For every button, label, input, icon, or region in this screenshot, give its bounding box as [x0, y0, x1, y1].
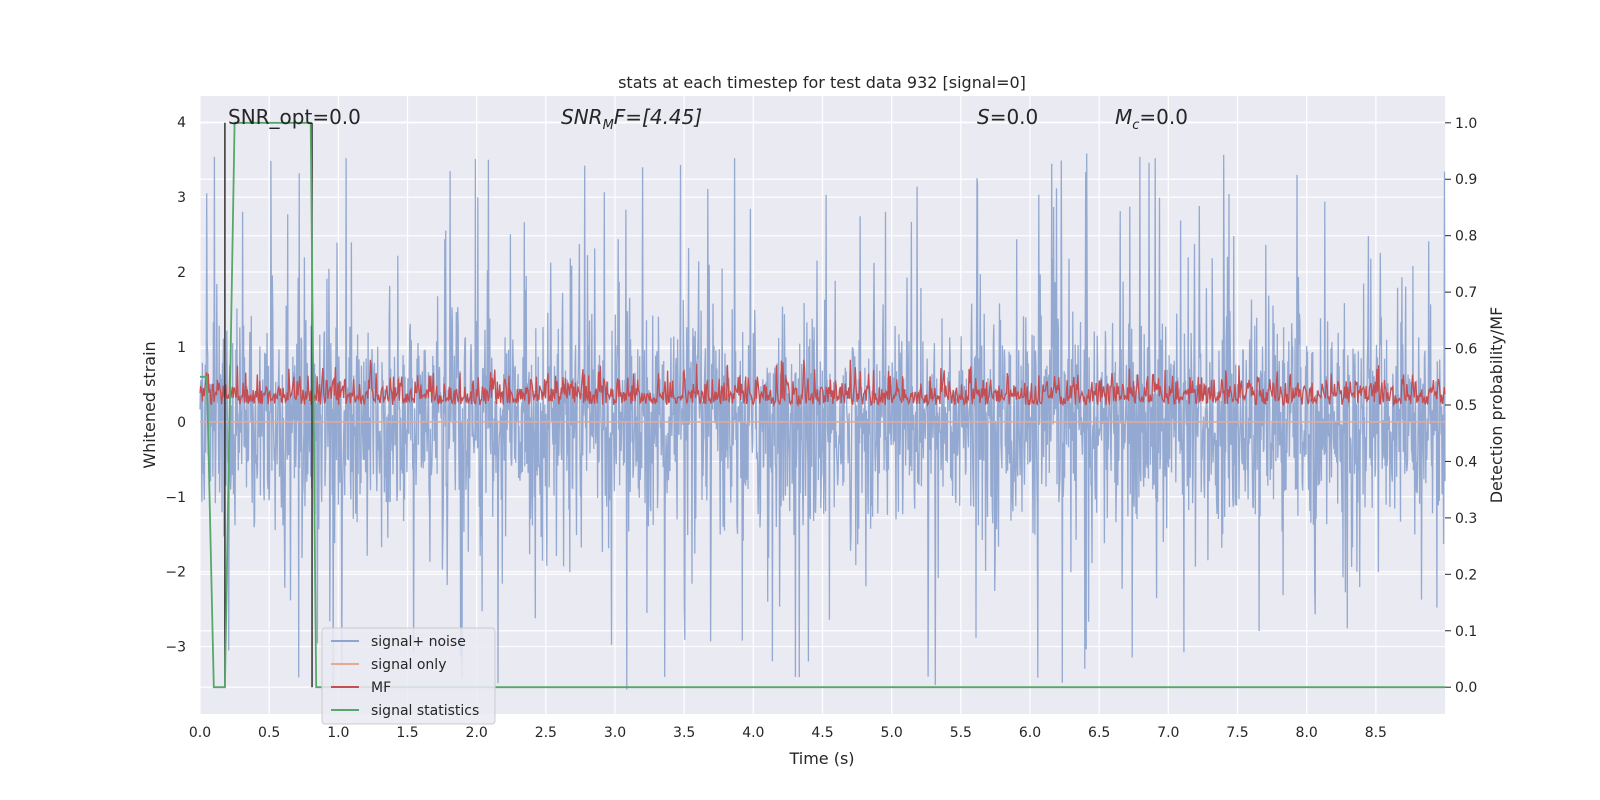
x-tick-label: 5.0 [881, 725, 903, 741]
y-tick-label-left: 0 [177, 415, 186, 431]
x-tick-label: 0.0 [189, 725, 211, 741]
snr-mf-annotation: SNRMF=[4.45] [561, 105, 702, 133]
mc-sub: c [1132, 118, 1139, 133]
x-tick-label: 6.0 [1019, 725, 1041, 741]
signal-plus-noise-series [199, 153, 1446, 690]
legend-label-signal-only: signal only [371, 657, 446, 673]
s-annotation: S=0.0 [977, 105, 1038, 129]
x-tick-label: 1.5 [396, 725, 418, 741]
s-rest: =0.0 [990, 105, 1039, 129]
mf-series [199, 359, 1446, 408]
x-tick-label: 3.0 [604, 725, 626, 741]
x-tick-label: 0.5 [258, 725, 280, 741]
legend-label-signal-statistics: signal statistics [371, 703, 479, 719]
signal-statistics-series [200, 121, 1445, 689]
x-axis-label: Time (s) [788, 749, 854, 768]
snr-mf-rest: F=[4.45] [614, 105, 702, 129]
legend-box [321, 627, 496, 725]
mc-annotation: Mc=0.0 [1115, 105, 1188, 133]
x-tick-label: 2.0 [466, 725, 488, 741]
signal-statistics-line [200, 121, 1445, 689]
snr-opt-annotation: SNR_opt=0.0 [228, 105, 361, 129]
y-tick-label-right: 1.0 [1455, 116, 1477, 132]
x-tick-label: 2.5 [535, 725, 557, 741]
y-tick-label-right: 0.8 [1455, 229, 1477, 245]
legend-label-signal-noise: signal+ noise [371, 634, 466, 650]
x-tick-label: 7.0 [1157, 725, 1179, 741]
y-axis-label-right: Detection probability/MF [1487, 307, 1506, 504]
y-ticks-left: −3 −2 −1 0 1 2 3 4 [165, 115, 186, 655]
x-tick-label: 4.0 [742, 725, 764, 741]
y-tick-label-right: 0.1 [1455, 624, 1477, 640]
y-ticks-right: 0.0 0.1 0.2 0.3 0.4 0.5 0.6 0.7 0.8 0.9 1.0 [1445, 116, 1477, 696]
y-tick-label-right: 0.9 [1455, 172, 1477, 188]
x-tick-label: 1.0 [327, 725, 349, 741]
y-tick-label-right: 0.7 [1455, 285, 1477, 301]
x-tick-label: 4.5 [811, 725, 833, 741]
x-tick-label: 3.5 [673, 725, 695, 741]
y-tick-label-left: 4 [177, 115, 186, 131]
y-tick-label-left: 1 [177, 340, 186, 356]
x-tick-label: 7.5 [1226, 725, 1248, 741]
x-tick-label: 5.5 [950, 725, 972, 741]
y-tick-label-left: −1 [165, 490, 186, 506]
x-ticks: 0.0 0.5 1.0 1.5 2.0 2.5 3.0 3.5 4.0 4.5 5.0 5.5 6.0 6… [189, 725, 1387, 741]
y-tick-label-right: 0.6 [1455, 342, 1477, 358]
y-tick-label-left: 3 [177, 190, 186, 206]
y-axis-label-left: Whitened strain [140, 341, 159, 468]
y-tick-label-right: 0.3 [1455, 511, 1477, 527]
mc-base: M [1115, 105, 1132, 129]
legend-label-mf: MF [371, 680, 391, 696]
chart-title: stats at each timestep for test data 932… [618, 73, 1026, 92]
y-tick-label-left: 2 [177, 265, 186, 281]
snr-mf-sub: M [603, 118, 614, 133]
y-tick-label-right: 0.4 [1455, 454, 1477, 470]
y-tick-label-right: 0.5 [1455, 398, 1477, 414]
y-tick-label-right: 0.2 [1455, 567, 1477, 583]
x-tick-label: 6.5 [1088, 725, 1110, 741]
y-tick-label-left: −3 [165, 640, 186, 656]
x-tick-label: 8.5 [1365, 725, 1387, 741]
y-tick-label-right: 0.0 [1455, 680, 1477, 696]
signal-plus-noise-line [199, 153, 1446, 690]
x-tick-label: 8.0 [1296, 725, 1318, 741]
snr-mf-base: SNR [561, 105, 603, 129]
y-tick-label-left: −2 [165, 565, 186, 581]
legend: signal+ noise signal only MF signal stat… [321, 627, 496, 725]
mc-rest: =0.0 [1139, 105, 1188, 129]
s-base: S [977, 105, 990, 129]
mf-line [199, 359, 1446, 408]
